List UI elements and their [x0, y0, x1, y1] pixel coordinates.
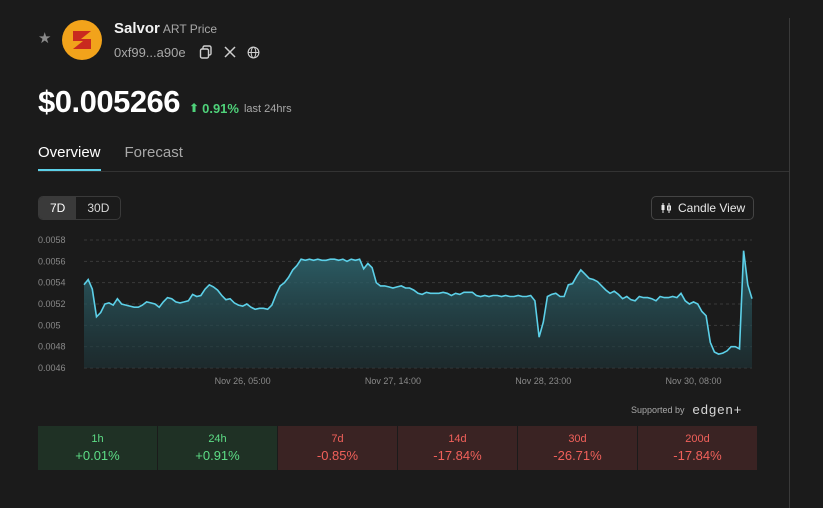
stat-period: 200d	[685, 433, 710, 445]
candle-view-label: Candle View	[678, 201, 746, 215]
y-tick-label: 0.0052	[38, 299, 66, 309]
price-line	[83, 250, 753, 355]
salvor-logo-icon	[73, 31, 91, 49]
range-7d-button[interactable]: 7D	[39, 197, 77, 219]
performance-stats: 1h +0.01% 24h +0.91% 7d -0.85% 14d -17.84% 30d -2…	[38, 426, 757, 470]
contract-address: 0xf99...a90e	[114, 44, 186, 60]
x-tick-label: Nov 27, 14:00	[365, 376, 421, 386]
change-period-label: last 24hrs	[243, 103, 292, 115]
y-tick-label: 0.0048	[38, 342, 66, 352]
supported-by: Supported by edgen+	[631, 402, 742, 417]
y-tick-label: 0.005	[38, 320, 61, 330]
right-divider	[789, 18, 790, 508]
range-toggle: 7D 30D	[38, 196, 122, 220]
stat-1h: 1h +0.01%	[38, 426, 157, 470]
copy-icon[interactable]	[198, 44, 214, 60]
x-tick-label: Nov 28, 23:00	[515, 376, 571, 386]
stat-value: +0.91%	[195, 448, 240, 463]
stat-value: -0.85%	[316, 448, 359, 463]
stat-period: 1h	[91, 433, 104, 445]
arrow-up-icon: ⬆	[189, 101, 200, 115]
x-tick-label: Nov 30, 08:00	[666, 376, 722, 386]
tab-divider	[38, 171, 789, 172]
address-row: 0xf99...a90e	[114, 44, 262, 60]
token-name-text: Salvor	[114, 20, 160, 37]
current-price: $0.005266	[38, 84, 181, 119]
edgen-brand[interactable]: edgen+	[692, 402, 743, 417]
range-30d-button[interactable]: 30D	[87, 201, 110, 215]
stat-value: +0.01%	[75, 448, 120, 463]
stat-30d: 30d -26.71%	[518, 426, 637, 470]
candlestick-icon	[661, 203, 671, 213]
stat-24h: 24h +0.91%	[158, 426, 277, 470]
x-twitter-icon[interactable]	[222, 44, 238, 60]
globe-icon[interactable]	[246, 44, 262, 60]
x-tick-label: Nov 26, 05:00	[215, 376, 271, 386]
price-row: $0.005266 ⬆ 0.91% last 24hrs	[38, 84, 292, 120]
stat-period: 7d	[331, 433, 344, 445]
y-tick-label: 0.0054	[38, 278, 66, 288]
tab-bar: Overview Forecast	[38, 144, 183, 171]
price-change: ⬆ 0.91%	[189, 101, 239, 116]
token-header: ★ Salvor ART Price 0xf99...a90e	[38, 20, 358, 70]
price-chart[interactable]: 0.0058 0.0056 0.0054 0.0052 0.005 0.0048 0.004…	[0, 228, 790, 398]
stat-period: 14d	[448, 433, 467, 445]
star-icon[interactable]: ★	[38, 30, 52, 47]
tab-overview[interactable]: Overview	[38, 144, 101, 171]
supported-by-label: Supported by	[631, 404, 685, 415]
stat-period: 24h	[208, 433, 227, 445]
candle-view-button[interactable]: Candle View	[651, 196, 755, 220]
stat-value: -17.84%	[433, 448, 482, 463]
y-tick-label: 0.0046	[38, 363, 66, 373]
price-change-value: 0.91%	[202, 100, 239, 116]
y-tick-label: 0.0058	[38, 235, 66, 245]
price-area	[84, 250, 752, 368]
token-logo	[62, 20, 102, 60]
stat-7d: 7d -0.85%	[278, 426, 397, 470]
token-name: Salvor ART Price	[114, 20, 217, 37]
stat-value: -17.84%	[673, 448, 722, 463]
y-tick-label: 0.0056	[38, 256, 66, 266]
stat-200d: 200d -17.84%	[638, 426, 757, 470]
tab-forecast[interactable]: Forecast	[124, 144, 183, 161]
token-subtitle: ART Price	[162, 22, 218, 36]
stat-value: -26.71%	[553, 448, 602, 463]
stat-period: 30d	[568, 433, 587, 445]
stat-14d: 14d -17.84%	[398, 426, 517, 470]
